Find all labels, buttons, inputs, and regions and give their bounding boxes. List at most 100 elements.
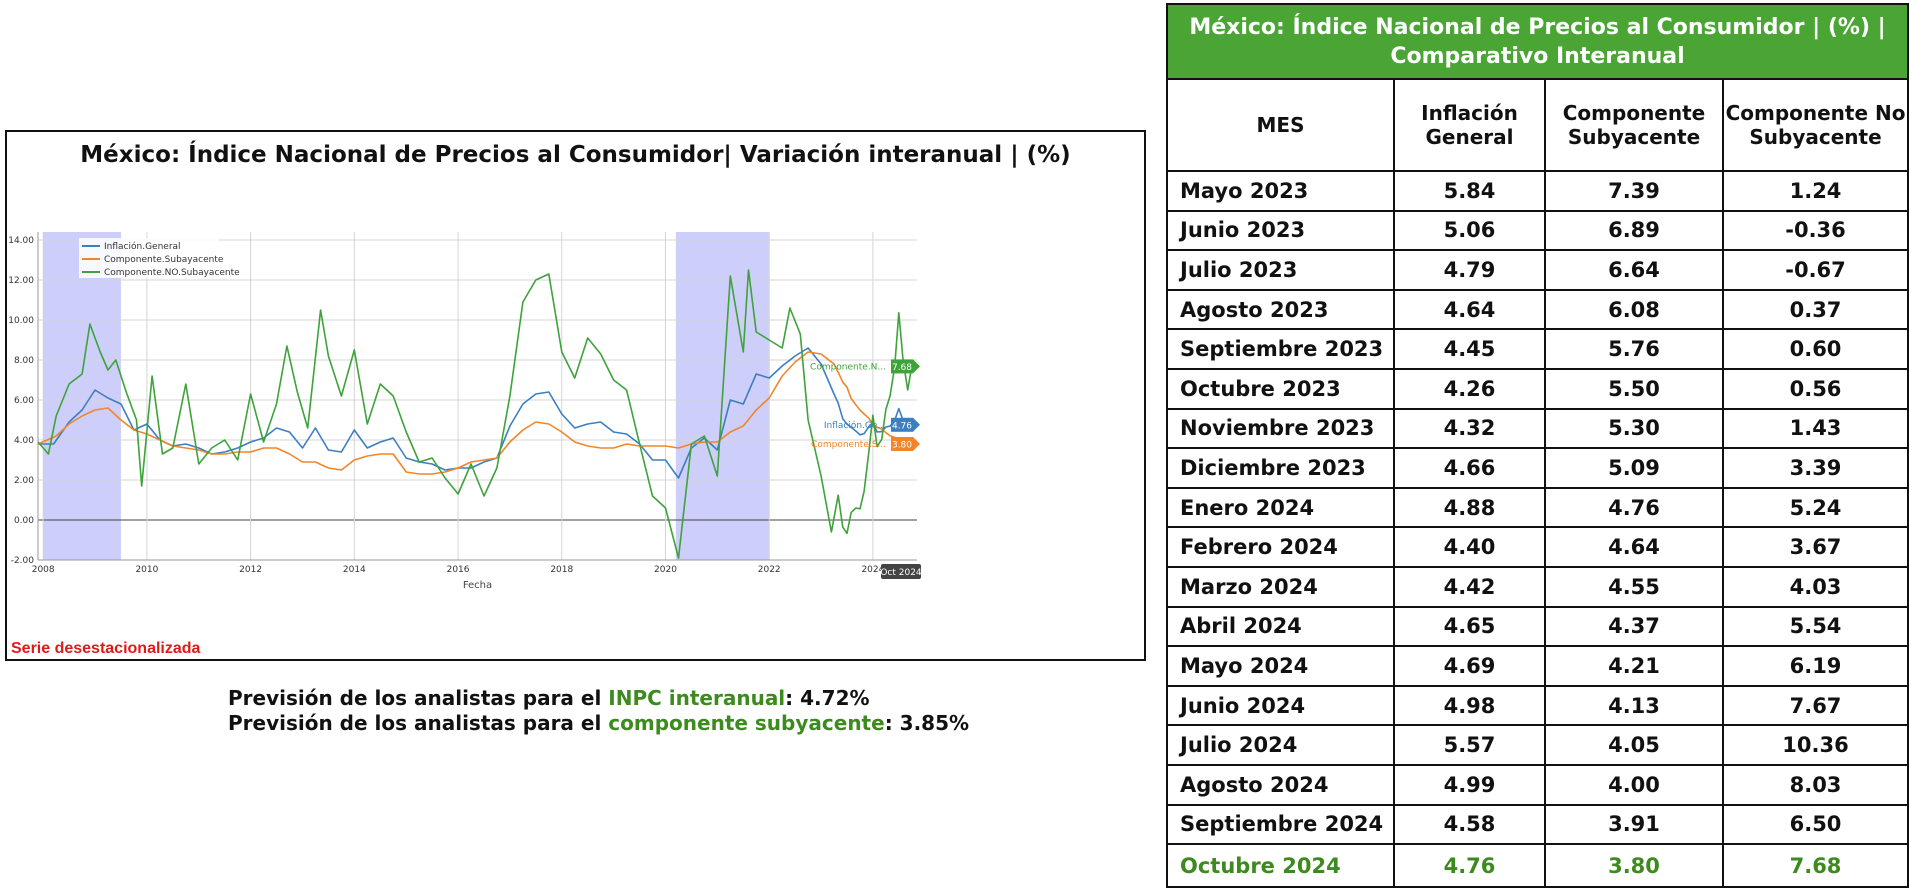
- month-cell: Noviembre 2023: [1166, 407, 1395, 450]
- value-cell: 10.36: [1721, 724, 1909, 766]
- value-cell: 4.55: [1544, 565, 1724, 608]
- value-cell: 0.56: [1721, 367, 1909, 410]
- value-cell: 5.30: [1544, 407, 1724, 450]
- x-axis-label: Fecha: [463, 580, 492, 591]
- value-cell: 7.67: [1721, 684, 1909, 727]
- value-cell: 4.42: [1393, 565, 1546, 608]
- table-row: Septiembre 2024 4.58 3.91 6.50: [1166, 803, 1909, 846]
- forecast-value: : 3.85%: [884, 711, 970, 735]
- month-cell: Septiembre 2024: [1166, 803, 1395, 846]
- value-cell: 7.68: [1721, 843, 1909, 889]
- forecast-value: : 4.72%: [785, 686, 870, 710]
- value-cell: 4.64: [1393, 288, 1546, 331]
- forecast-highlight: INPC interanual: [608, 686, 786, 710]
- x-tick-label: 2010: [135, 565, 158, 575]
- forecast-prefix: Previsión de los analistas para el: [228, 686, 609, 710]
- table-row: Noviembre 2023 4.32 5.30 1.43: [1166, 407, 1909, 450]
- value-cell: 3.91: [1544, 803, 1724, 846]
- col-header-no-subyacente: Componente No Subyacente: [1721, 78, 1909, 172]
- month-cell: Julio 2023: [1166, 249, 1395, 291]
- value-cell: 6.08: [1544, 288, 1724, 331]
- table-row: Octubre 2024 4.76 3.80 7.68: [1166, 843, 1909, 889]
- legend-box: [79, 238, 219, 278]
- y-tick-label: 12.00: [8, 276, 34, 286]
- value-cell: 5.57: [1393, 724, 1546, 766]
- month-cell: Agosto 2023: [1166, 288, 1395, 331]
- x-tick-label: 2016: [447, 565, 470, 575]
- value-cell: 6.89: [1544, 209, 1724, 252]
- forecasts: Previsión de los analistas para el INPC …: [228, 686, 969, 736]
- month-cell: Diciembre 2023: [1166, 447, 1395, 489]
- y-tick-label: -2.00: [11, 556, 35, 566]
- value-cell: 4.64: [1544, 526, 1724, 568]
- y-tick-label: 14.00: [8, 236, 34, 246]
- chart-panel: -2.00 0.00 2.00 4.00 6.00 8.00 10.00 12.00 14.00…: [5, 130, 1146, 661]
- value-cell: 6.64: [1544, 249, 1724, 291]
- month-cell: Agosto 2024: [1166, 763, 1395, 806]
- table-row: Julio 2024 5.57 4.05 10.36: [1166, 724, 1909, 766]
- x-tick-label: 2018: [550, 565, 573, 575]
- month-cell: Junio 2023: [1166, 209, 1395, 252]
- value-cell: 5.09: [1544, 447, 1724, 489]
- x-end-label: Oct 2024: [880, 568, 922, 578]
- table-row: Mayo 2024 4.69 4.21 6.19: [1166, 645, 1909, 687]
- value-cell: 0.37: [1721, 288, 1909, 331]
- value-cell: 4.21: [1544, 645, 1724, 687]
- end-label-name: Componente.N...: [810, 362, 886, 372]
- value-cell: 7.39: [1544, 170, 1724, 212]
- value-cell: 4.26: [1393, 367, 1546, 410]
- value-cell: 3.80: [1544, 843, 1724, 889]
- month-cell: Mayo 2023: [1166, 170, 1395, 212]
- month-cell: Octubre 2023: [1166, 367, 1395, 410]
- x-end-badge: [881, 564, 921, 579]
- value-cell: 5.24: [1721, 486, 1909, 529]
- table-row: Febrero 2024 4.40 4.64 3.67: [1166, 526, 1909, 568]
- month-cell: Junio 2024: [1166, 684, 1395, 727]
- value-cell: 4.88: [1393, 486, 1546, 529]
- value-cell: 4.37: [1544, 605, 1724, 648]
- end-label-value: 7.68: [892, 363, 912, 373]
- value-cell: 4.65: [1393, 605, 1546, 648]
- value-cell: 4.13: [1544, 684, 1724, 727]
- month-cell: Septiembre 2023: [1166, 328, 1395, 370]
- col-header-mes: MES: [1166, 78, 1395, 172]
- col-header-general: Inflación General: [1393, 78, 1546, 172]
- value-cell: 8.03: [1721, 763, 1909, 806]
- y-tick-label: 0.00: [14, 516, 34, 526]
- end-label-name: Inflación.Ge...: [824, 420, 886, 431]
- value-cell: -0.36: [1721, 209, 1909, 252]
- value-cell: 4.76: [1393, 843, 1546, 889]
- y-tick-label: 4.00: [14, 436, 34, 446]
- value-cell: -0.67: [1721, 249, 1909, 291]
- end-label-arrow: [913, 359, 920, 374]
- table-row: Octubre 2023 4.26 5.50 0.56: [1166, 367, 1909, 410]
- end-label-badge: [891, 417, 913, 432]
- table-row: Enero 2024 4.88 4.76 5.24: [1166, 486, 1909, 529]
- value-cell: 3.67: [1721, 526, 1909, 568]
- end-label-value: 4.76: [892, 421, 912, 431]
- value-cell: 5.84: [1393, 170, 1546, 212]
- value-cell: 1.43: [1721, 407, 1909, 450]
- x-tick-label: 2014: [343, 565, 366, 575]
- table-row: Junio 2024 4.98 4.13 7.67: [1166, 684, 1909, 727]
- value-cell: 0.60: [1721, 328, 1909, 370]
- month-cell: Julio 2024: [1166, 724, 1395, 766]
- series-line-2: [37, 269, 913, 559]
- x-tick-label: 2022: [758, 565, 781, 575]
- y-tick-label: 2.00: [14, 476, 34, 486]
- x-tick-label: 2024: [861, 565, 884, 575]
- recession-band: [43, 232, 121, 560]
- value-cell: 5.06: [1393, 209, 1546, 252]
- x-tick-label: 2012: [239, 565, 262, 575]
- x-tick-label: 2020: [654, 565, 677, 575]
- value-cell: 4.66: [1393, 447, 1546, 489]
- value-cell: 5.50: [1544, 367, 1724, 410]
- series-line-1: [37, 351, 913, 475]
- table-body: Mayo 2023 5.84 7.39 1.24 Junio 2023 5.06 6.89-…: [1166, 170, 1909, 889]
- end-label-name: Componente.S...: [811, 440, 886, 450]
- table-row: Julio 2023 4.79 6.64 -0.67: [1166, 249, 1909, 291]
- end-label-arrow: [913, 437, 920, 451]
- value-cell: 4.98: [1393, 684, 1546, 727]
- end-label-value: 3.80: [892, 441, 912, 451]
- value-cell: 4.58: [1393, 803, 1546, 846]
